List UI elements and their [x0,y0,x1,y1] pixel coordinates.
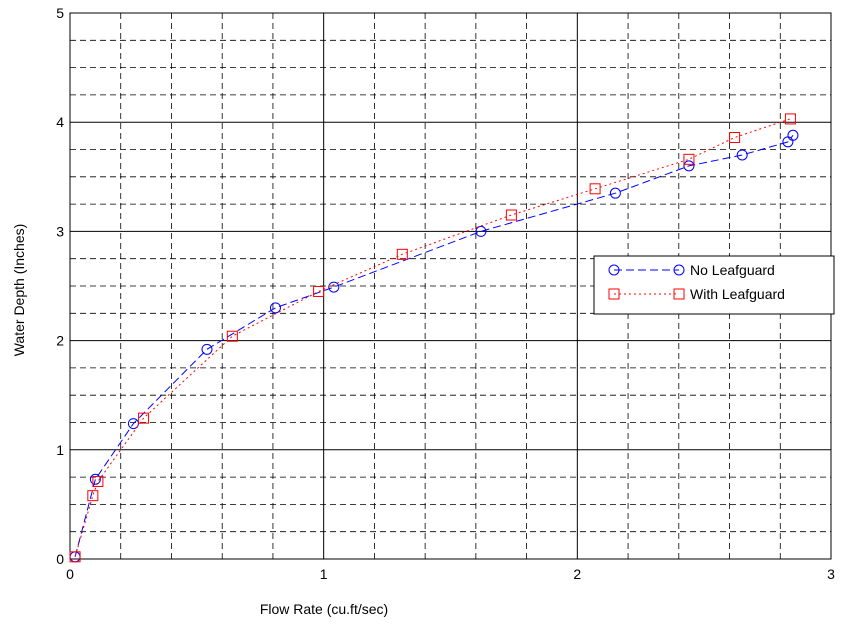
x-tick-label: 2 [573,566,581,582]
y-tick-label: 3 [56,223,64,239]
data-point [269,302,281,314]
data-point [729,131,741,143]
data-point [69,551,81,563]
data-point [475,225,487,237]
data-point [787,129,799,141]
legend-label-no-leafguard: No Leafguard [690,262,775,278]
legend-marker-no-leafguard [673,264,685,276]
data-series [69,113,799,563]
data-point [736,149,748,161]
x-tick-label: 3 [827,566,835,582]
series-line [74,118,791,557]
data-point [313,285,325,297]
x-tick-label: 1 [320,566,328,582]
series-line [74,134,794,557]
x-axis-title: Flow Rate (cu.ft/sec) [260,601,388,617]
y-tick-label: 4 [56,114,64,130]
x-tick-label: 0 [66,566,74,582]
data-point [92,475,104,487]
y-tick-label: 1 [56,442,64,458]
legend-marker-with-leafguard [608,288,620,300]
series-with-leafguard [69,113,796,563]
y-tick-label: 5 [56,5,64,21]
legend-marker-with-leafguard [673,288,685,300]
data-point [201,343,213,355]
legend-marker-no-leafguard [608,264,620,276]
data-point [683,153,695,165]
axis-ticks: 0 1 2 3 0 1 2 3 4 5 [56,5,835,582]
data-point [89,473,101,485]
y-tick-label: 0 [56,551,64,567]
data-point [138,412,150,424]
data-point [683,160,695,172]
series-no-leafguard [69,129,799,563]
legend: No Leafguard With Leafguard [593,255,835,315]
data-point [784,113,796,125]
y-tick-label: 2 [56,333,64,349]
data-point [87,490,99,502]
data-point [589,183,601,195]
legend-label-with-leafguard: With Leafguard [690,286,785,302]
data-point [69,551,81,563]
data-point [505,209,517,221]
data-point [609,187,621,199]
data-point [396,248,408,260]
legend-box [593,255,835,315]
y-axis-title: Water Depth (Inches) [11,224,27,357]
data-point [226,330,238,342]
